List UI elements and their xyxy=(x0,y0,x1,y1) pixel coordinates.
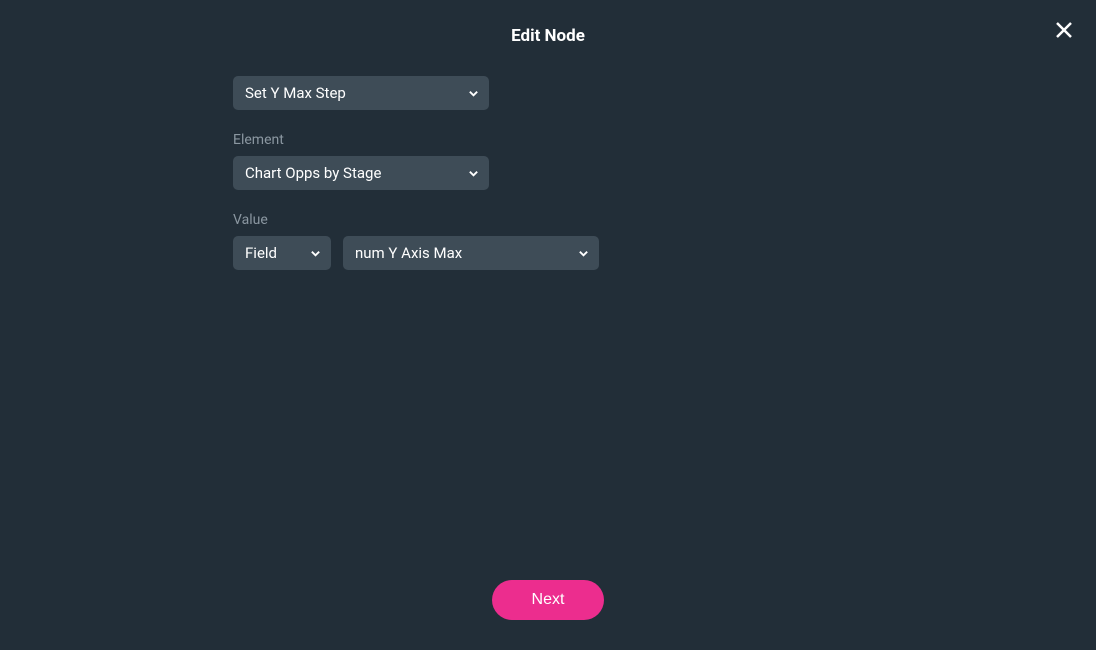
value-row: Field num Y Axis Max xyxy=(233,236,1096,270)
close-icon xyxy=(1054,20,1074,40)
modal-header: Edit Node xyxy=(0,0,1096,46)
chevron-down-icon xyxy=(578,248,589,259)
element-field-group: Element Chart Opps by Stage xyxy=(233,132,1096,190)
close-button[interactable] xyxy=(1052,18,1076,42)
value-type-select[interactable]: Field xyxy=(233,236,331,270)
modal-footer: Next xyxy=(0,580,1096,620)
element-select[interactable]: Chart Opps by Stage xyxy=(233,156,489,190)
value-field-group: Value Field num Y Axis Max xyxy=(233,212,1096,270)
action-field-group: Set Y Max Step xyxy=(233,76,1096,110)
chevron-down-icon xyxy=(468,88,479,99)
value-type-select-value: Field xyxy=(245,244,277,262)
chevron-down-icon xyxy=(310,248,321,259)
modal-title: Edit Node xyxy=(0,26,1096,46)
value-field-select[interactable]: num Y Axis Max xyxy=(343,236,599,270)
value-label: Value xyxy=(233,212,1096,228)
chevron-down-icon xyxy=(468,168,479,179)
action-select[interactable]: Set Y Max Step xyxy=(233,76,489,110)
element-select-value: Chart Opps by Stage xyxy=(245,164,381,182)
form-area: Set Y Max Step Element Chart Opps by Sta… xyxy=(0,46,1096,270)
element-label: Element xyxy=(233,132,1096,148)
next-button[interactable]: Next xyxy=(492,580,605,620)
action-select-value: Set Y Max Step xyxy=(245,84,346,102)
value-field-select-value: num Y Axis Max xyxy=(355,244,462,262)
